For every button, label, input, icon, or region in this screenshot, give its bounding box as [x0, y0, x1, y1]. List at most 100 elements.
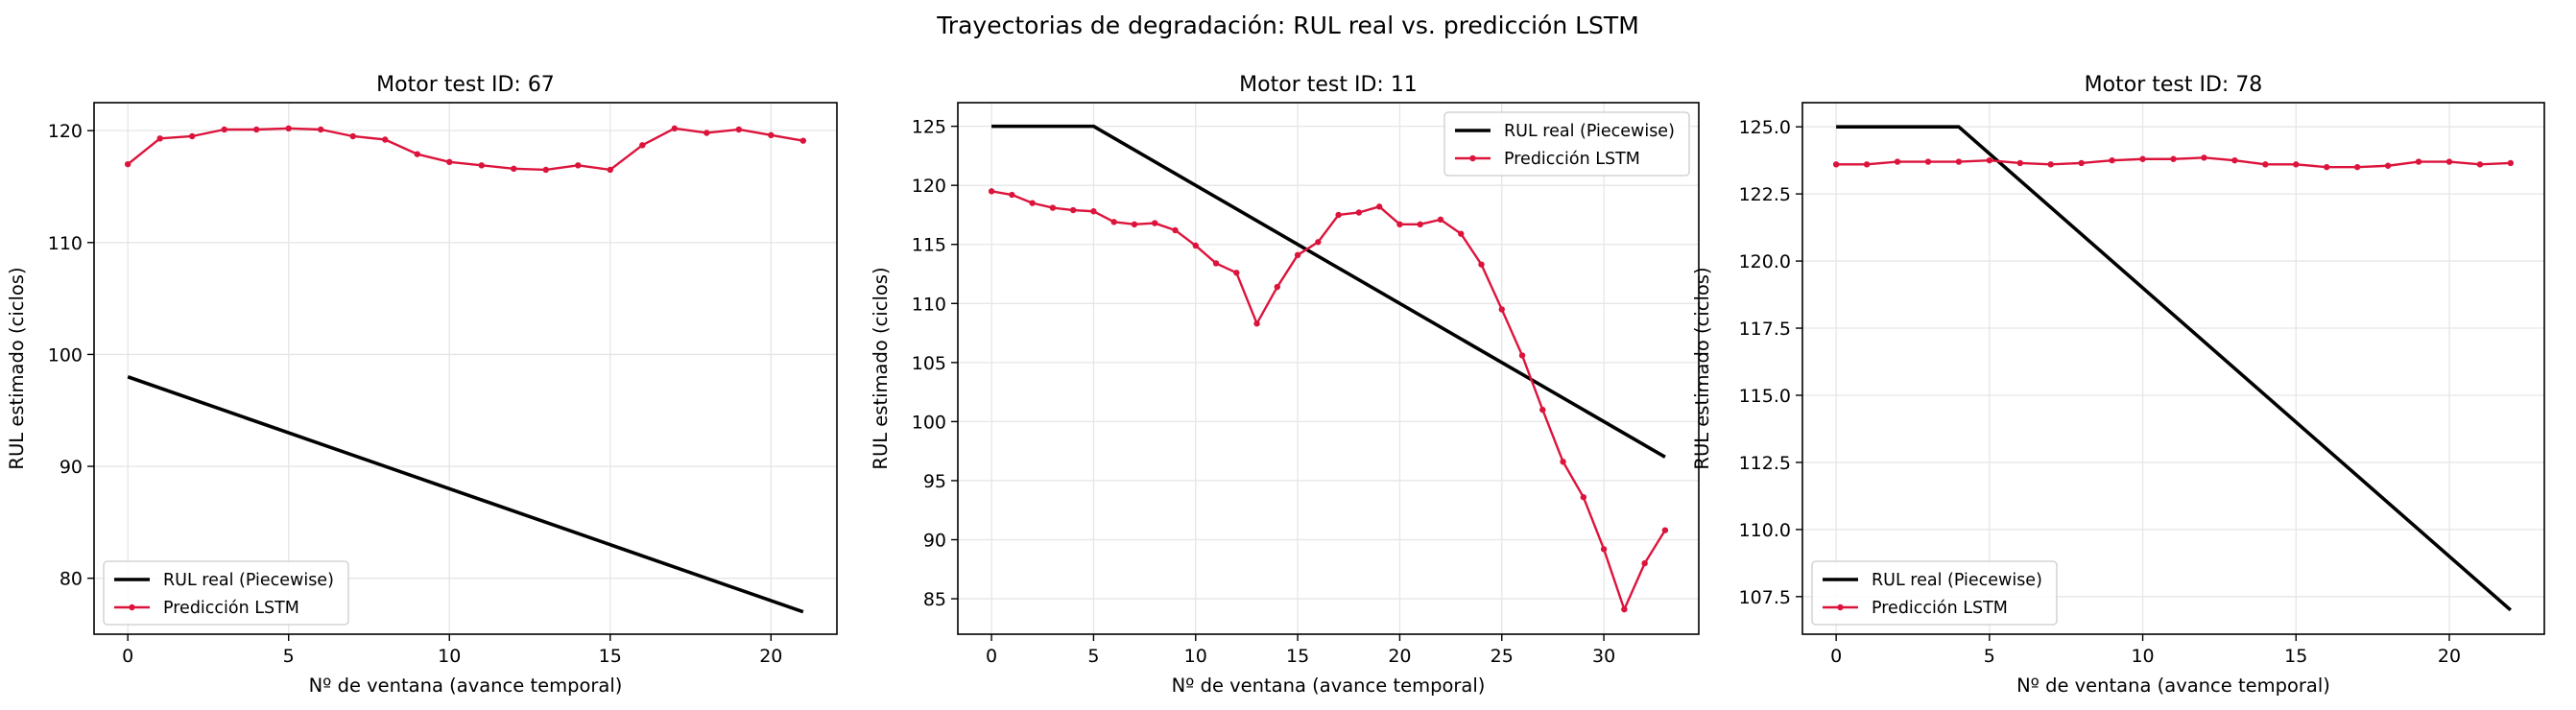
x-tick-label: 30 [1592, 646, 1615, 667]
data-point [2415, 158, 2422, 165]
x-tick-label: 5 [283, 646, 295, 667]
legend-marker [129, 604, 135, 611]
data-point [2445, 158, 2453, 165]
data-point [1580, 493, 1587, 501]
data-point [478, 162, 485, 169]
y-tick-label: 95 [923, 471, 946, 492]
data-point [2293, 161, 2300, 168]
data-point [1315, 239, 1322, 246]
y-tick-label: 125 [912, 117, 946, 138]
data-point [1049, 204, 1057, 211]
y-axis-label: RUL estimado (ciclos) [6, 267, 28, 469]
figure-suptitle: Trayectorias de degradación: RUL real vs… [936, 12, 1639, 39]
subplot-3: 0 5 10 15 20 107.5 110.0 112.5 115.0 117.5 120.0 12… [1691, 73, 2545, 697]
data-point [2201, 154, 2207, 161]
data-point [1417, 221, 1423, 228]
data-point [1986, 156, 1993, 164]
y-tick-label: 120 [48, 121, 83, 142]
data-point [1009, 191, 1015, 199]
legend-label: RUL real (Piecewise) [163, 571, 334, 590]
axes-frame [1801, 102, 2545, 635]
data-point [639, 142, 646, 149]
data-point [1560, 459, 1566, 465]
data-point [607, 166, 613, 174]
subplot-title: Motor test ID: 78 [2085, 73, 2263, 97]
x-axis-label: Nº de ventana (avance temporal) [1172, 674, 1486, 697]
y-tick-label: 115.0 [1739, 386, 1791, 407]
legend-label: Predicción LSTM [163, 599, 299, 618]
data-point [1600, 546, 1608, 553]
x-tick-label: 20 [2438, 646, 2461, 667]
data-point [1894, 158, 1901, 165]
y-tick-label: 100 [912, 412, 946, 433]
data-point [1621, 605, 1628, 613]
data-point [188, 132, 196, 140]
data-point [542, 166, 549, 174]
data-point [2262, 161, 2269, 168]
data-point [1863, 161, 1871, 168]
series-line-prediccion-lstm [127, 127, 804, 172]
series-line-rul-real [127, 375, 804, 614]
data-point [1396, 221, 1403, 228]
data-point [1029, 200, 1036, 206]
y-tick-label: 122.5 [1739, 184, 1791, 205]
data-point [2507, 159, 2515, 167]
legend-label: Predicción LSTM [1504, 150, 1640, 169]
x-tick-label: 5 [1087, 646, 1099, 667]
data-point [1212, 260, 1220, 267]
data-point [1498, 306, 1505, 313]
legend-marker [1469, 154, 1476, 162]
data-point [1090, 208, 1097, 215]
y-tick-label: 90 [60, 457, 83, 478]
data-point [124, 160, 131, 168]
y-tick-label: 100 [48, 344, 83, 366]
data-point [221, 126, 227, 133]
x-tick-label: 15 [1286, 646, 1309, 667]
y-tick-label: 105 [912, 353, 946, 374]
y-tick-label: 112.5 [1739, 453, 1791, 474]
y-axis-label: RUL estimado (ciclos) [870, 267, 892, 469]
legend-box [103, 560, 349, 626]
data-point [156, 135, 163, 142]
subplot-2: 0 5 10 15 20 25 30 85 90 95 100 105 110 115 120 125 Moto… [870, 73, 1700, 697]
legend-label: Predicción LSTM [1872, 599, 2008, 618]
data-point [2016, 159, 2023, 167]
data-point [318, 126, 324, 133]
x-tick-label: 0 [1830, 646, 1842, 667]
legend: RUL real (Piecewise) Predicción LSTM [1443, 111, 1690, 177]
data-point [1294, 251, 1301, 259]
axes-frame [957, 102, 1700, 635]
series-line-prediccion-lstm [990, 190, 1666, 611]
data-point [2476, 161, 2484, 168]
data-point [988, 188, 995, 195]
data-point [1172, 226, 1179, 234]
y-tick-label: 110.0 [1739, 520, 1791, 541]
y-tick-label: 107.5 [1739, 587, 1791, 608]
data-point [799, 137, 807, 144]
x-tick-label: 0 [122, 646, 133, 667]
data-point [1355, 209, 1363, 216]
data-point [1233, 270, 1240, 276]
subplot-title: Motor test ID: 67 [376, 73, 555, 97]
data-point [2384, 162, 2392, 169]
data-point [2109, 156, 2115, 164]
x-tick-label: 20 [1388, 646, 1411, 667]
y-tick-label: 90 [923, 531, 946, 552]
x-tick-label: 10 [438, 646, 461, 667]
data-point [253, 126, 260, 133]
y-tick-label: 115 [912, 235, 946, 256]
data-point [1152, 220, 1158, 226]
y-tick-label: 80 [60, 569, 83, 590]
data-point [2353, 163, 2361, 171]
data-point [285, 125, 292, 132]
series-line-rul-real [1836, 125, 2513, 612]
x-axis-label: Nº de ventana (avance temporal) [2016, 674, 2330, 697]
y-tick-label: 120 [912, 176, 946, 197]
x-tick-label: 5 [1984, 646, 1995, 667]
y-tick-label: 110 [912, 294, 946, 315]
data-point [1478, 261, 1485, 268]
x-tick-label: 10 [2131, 646, 2154, 667]
data-point [2231, 156, 2238, 164]
data-point [704, 130, 710, 136]
